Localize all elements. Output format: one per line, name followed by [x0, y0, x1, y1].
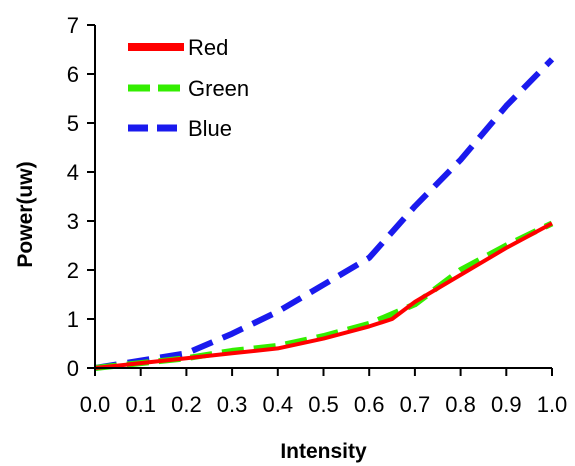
series-line-green	[94, 220, 554, 371]
y-tick-label: 5	[67, 111, 79, 136]
x-tick-label: 0.7	[400, 392, 431, 417]
x-axis-title: Intensity	[280, 440, 367, 463]
y-tick-label: 3	[67, 209, 79, 234]
legend-label-red: Red	[188, 35, 228, 60]
legend-label-blue: Blue	[188, 116, 232, 141]
legend-label-green: Green	[188, 76, 249, 101]
y-tick-label: 7	[67, 13, 79, 38]
ticks-layer: 0 1 2 3 4 5 6 7 0.0 0.1 0.2 0.3 0.4 0.5 0.6 0.7 0.8 0.9 1.…	[67, 13, 568, 417]
x-tick-label: 0.3	[217, 392, 248, 417]
series-layer	[94, 57, 555, 371]
y-tick-label: 1	[67, 307, 79, 332]
axes-layer	[94, 25, 552, 369]
series-line-red	[94, 221, 553, 370]
series-line-blue	[94, 57, 555, 371]
x-tick-label: 0.4	[263, 392, 294, 417]
x-tick-label: 0.0	[80, 392, 111, 417]
x-tick-label: 0.6	[354, 392, 385, 417]
y-tick-label: 0	[67, 356, 79, 381]
y-tick-label: 4	[67, 160, 79, 185]
y-tick-label: 2	[67, 258, 79, 283]
legend: Red Green Blue	[128, 35, 249, 141]
x-tick-label: 0.8	[445, 392, 476, 417]
x-tick-label: 0.1	[125, 392, 156, 417]
x-tick-label: 0.9	[491, 392, 522, 417]
x-tick-label: 0.2	[171, 392, 202, 417]
y-axis-title: Power(uw)	[14, 161, 37, 267]
x-tick-label: 0.5	[308, 392, 339, 417]
y-tick-label: 6	[67, 62, 79, 87]
x-tick-label: 1.0	[537, 392, 568, 417]
